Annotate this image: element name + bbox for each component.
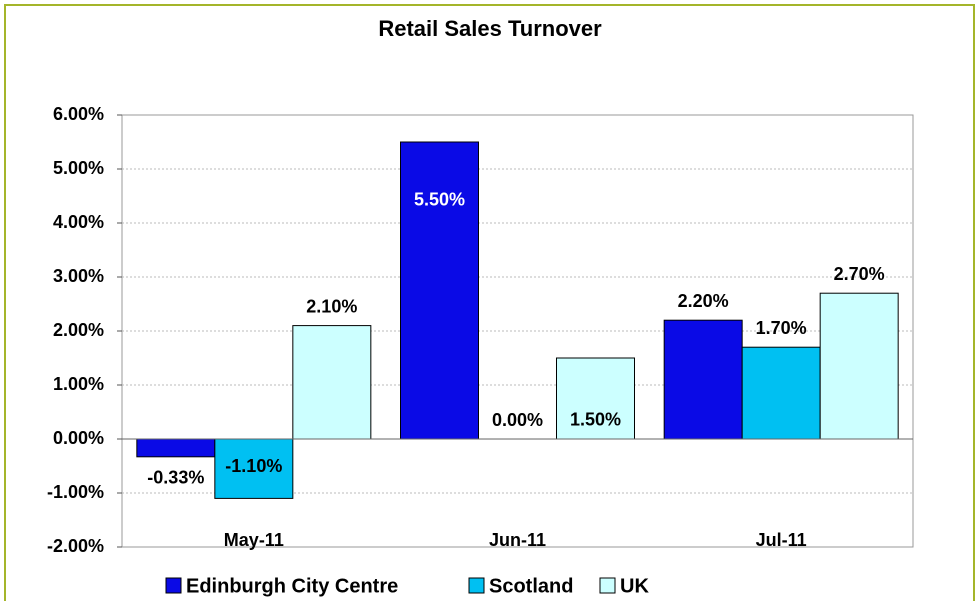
- chart-title: Retail Sales Turnover: [378, 16, 602, 41]
- data-label: -0.33%: [147, 468, 204, 488]
- data-label: 2.10%: [306, 296, 357, 316]
- legend-label: Edinburgh City Centre: [186, 575, 398, 597]
- legend-swatch: [600, 578, 615, 593]
- legend-label: Scotland: [489, 575, 573, 597]
- data-label: 0.00%: [492, 410, 543, 430]
- bar: [293, 326, 371, 439]
- bar: [742, 347, 820, 439]
- y-tick-label: 1.00%: [53, 374, 104, 394]
- y-tick-label: 2.00%: [53, 320, 104, 340]
- bar: [820, 293, 898, 439]
- y-tick-label: -1.00%: [47, 482, 104, 502]
- data-label: 2.20%: [678, 291, 729, 311]
- x-tick-label: May-11: [224, 530, 284, 550]
- bar: [664, 320, 742, 439]
- y-tick-label: 5.00%: [53, 158, 104, 178]
- bar: [401, 142, 479, 439]
- y-tick-label: 4.00%: [53, 212, 104, 232]
- bar: [137, 439, 215, 457]
- data-label: 5.50%: [414, 189, 465, 209]
- y-tick-label: -2.00%: [47, 536, 104, 556]
- x-tick-label: Jun-11: [489, 530, 546, 550]
- x-tick-label: Jul-11: [756, 530, 807, 550]
- y-tick-label: 3.00%: [53, 266, 104, 286]
- data-label: 1.50%: [570, 409, 621, 429]
- legend-swatch: [166, 578, 181, 593]
- y-tick-label: 6.00%: [53, 104, 104, 124]
- y-tick-label: 0.00%: [53, 428, 104, 448]
- legend-swatch: [469, 578, 484, 593]
- data-label: 2.70%: [834, 264, 885, 284]
- data-label: -1.10%: [225, 456, 282, 476]
- legend-label: UK: [620, 575, 649, 597]
- data-label: 1.70%: [756, 318, 807, 338]
